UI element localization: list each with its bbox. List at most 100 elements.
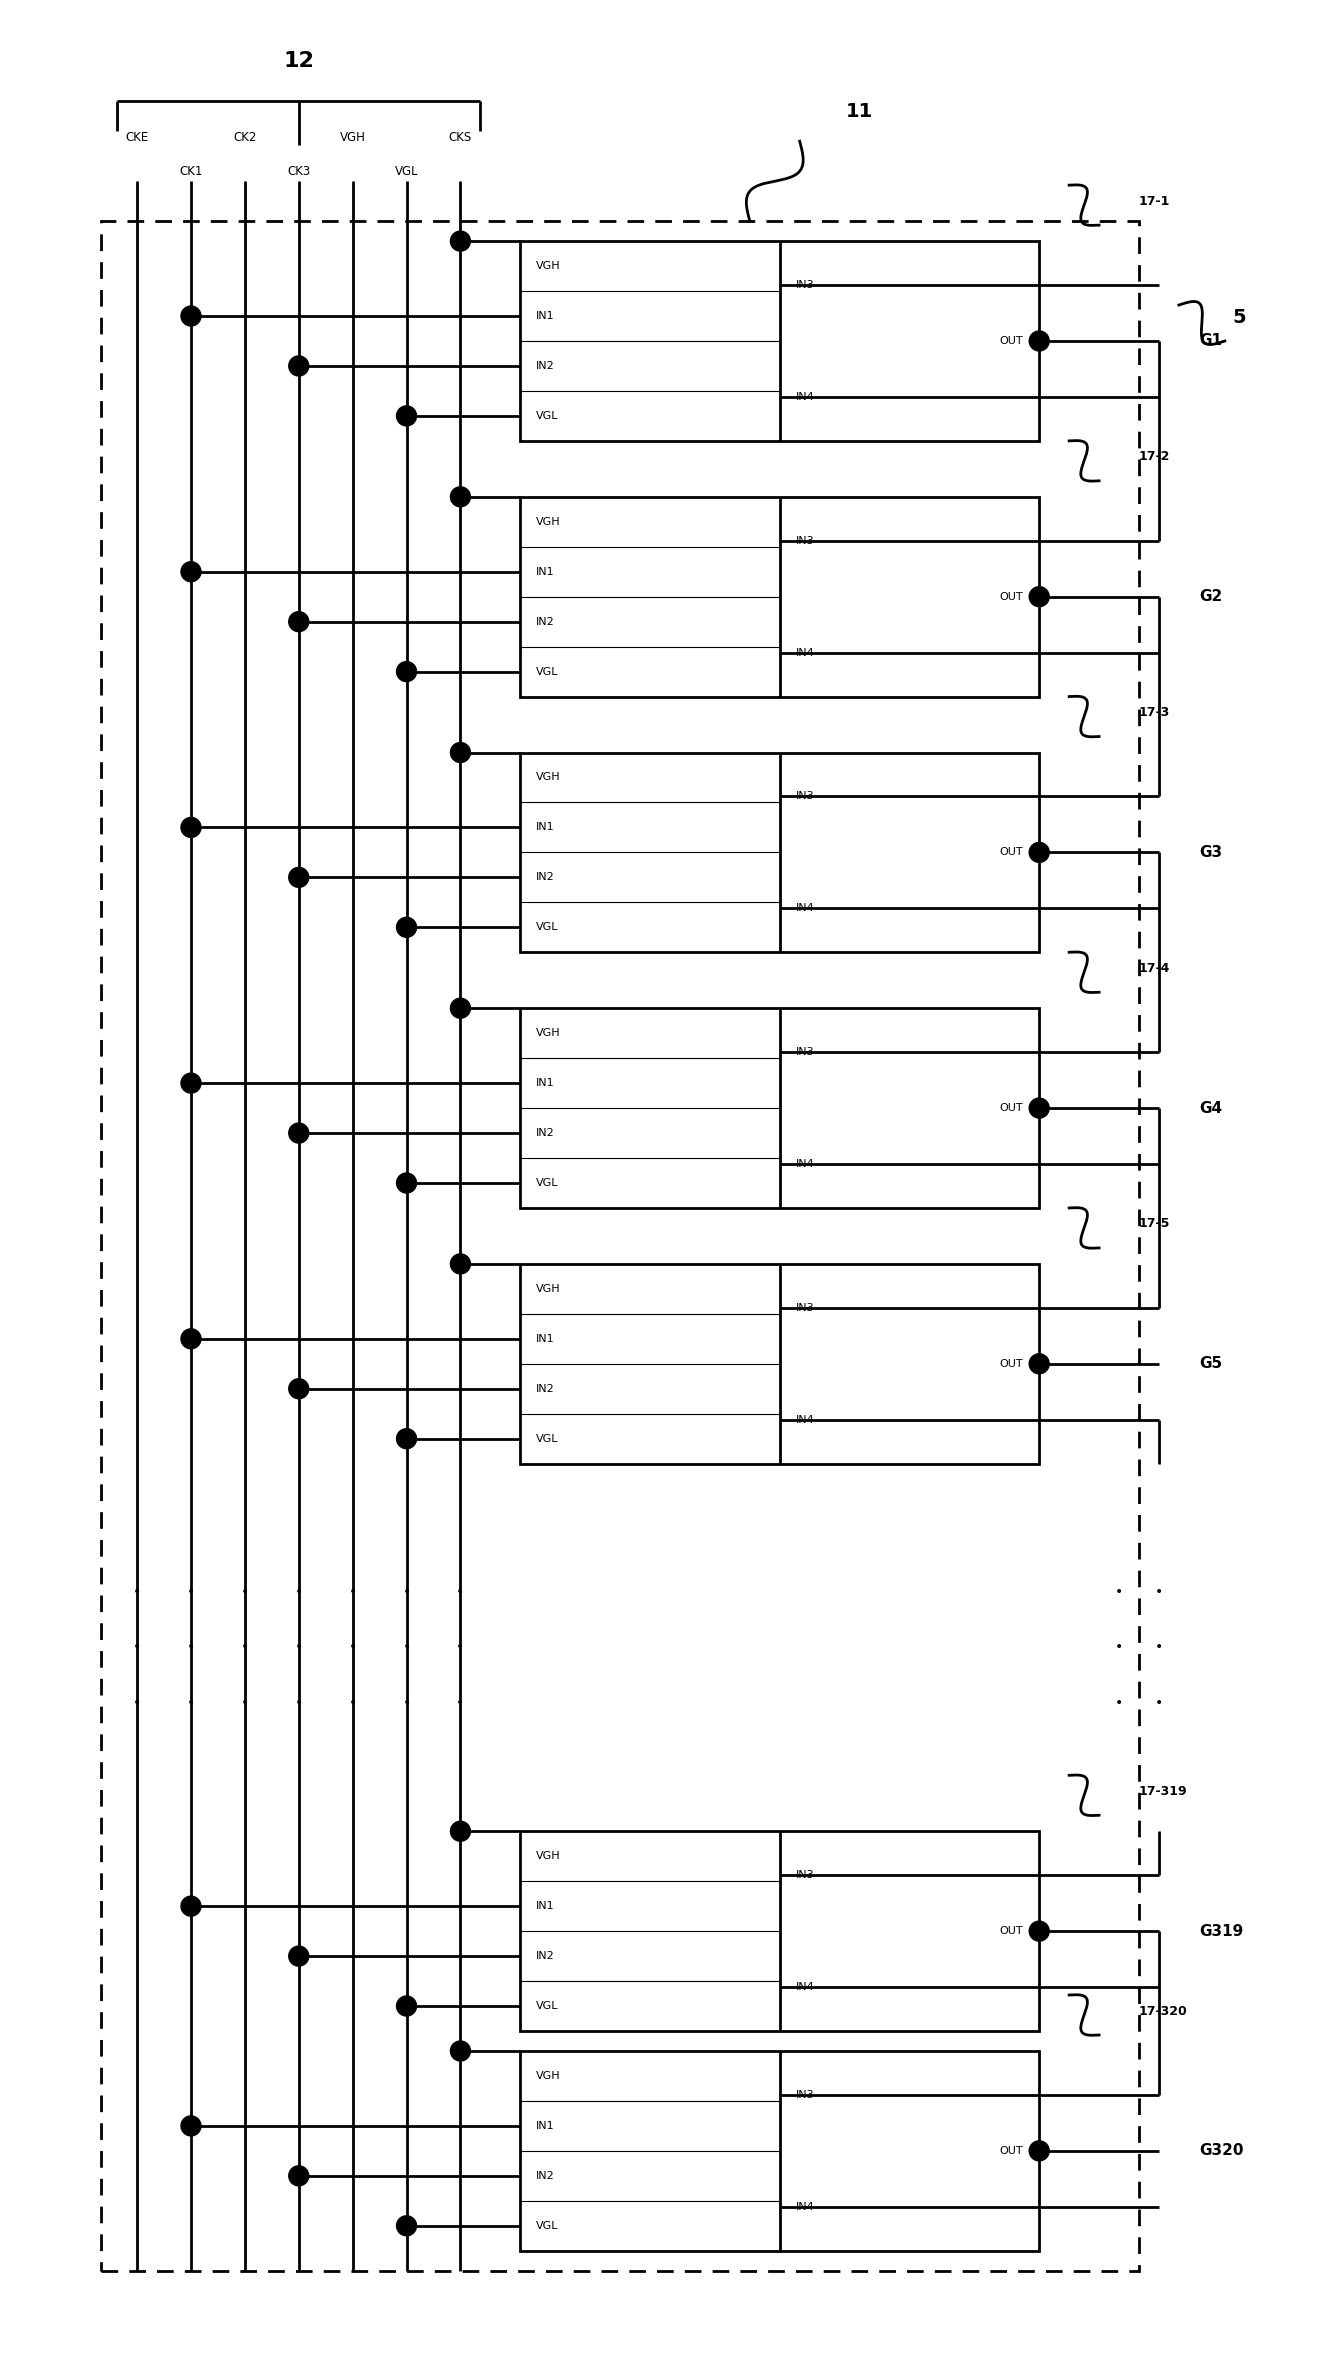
Text: VGH: VGH (536, 517, 561, 527)
Circle shape (1030, 1098, 1049, 1117)
Text: CK1: CK1 (180, 164, 203, 178)
Text: IN3: IN3 (796, 1302, 814, 1312)
Text: •: • (1115, 1641, 1123, 1653)
Circle shape (450, 999, 470, 1018)
Text: VGL: VGL (536, 923, 558, 932)
Circle shape (450, 230, 470, 251)
Text: IN2: IN2 (536, 2170, 554, 2180)
Text: VGH: VGH (536, 261, 561, 270)
Text: IN1: IN1 (536, 567, 554, 576)
Text: •: • (294, 1584, 302, 1599)
Text: •: • (457, 1641, 465, 1653)
Text: 17-319: 17-319 (1139, 1784, 1188, 1798)
Text: IN4: IN4 (796, 391, 814, 401)
Bar (520, 1831, 1039, 2030)
Text: •: • (403, 1696, 411, 1710)
Text: •: • (1115, 1584, 1123, 1599)
Circle shape (450, 2040, 470, 2061)
Text: •: • (294, 1696, 302, 1710)
Text: 17-4: 17-4 (1139, 961, 1171, 975)
Bar (102, 221, 1139, 2270)
Circle shape (1030, 332, 1049, 351)
Text: IN1: IN1 (536, 2121, 554, 2130)
Text: •: • (294, 1641, 302, 1653)
Text: IN1: IN1 (536, 823, 554, 833)
Text: 17-1: 17-1 (1139, 195, 1171, 209)
Text: G319: G319 (1199, 1924, 1243, 1938)
Text: •: • (187, 1641, 195, 1653)
Circle shape (1030, 1921, 1049, 1940)
Text: IN1: IN1 (536, 1900, 554, 1912)
Text: OUT: OUT (999, 591, 1023, 602)
Circle shape (289, 1378, 309, 1399)
Text: G3: G3 (1199, 844, 1222, 861)
Text: IN3: IN3 (796, 280, 814, 289)
Circle shape (181, 562, 201, 581)
Circle shape (396, 406, 417, 427)
Text: VGL: VGL (536, 1433, 558, 1445)
Bar (520, 1008, 1039, 1207)
Bar (520, 496, 1039, 697)
Text: VGH: VGH (536, 773, 561, 783)
Circle shape (450, 742, 470, 761)
Text: IN2: IN2 (536, 361, 554, 370)
Text: •: • (1155, 1641, 1163, 1653)
Text: IN3: IN3 (796, 2090, 814, 2099)
Text: •: • (457, 1584, 465, 1599)
Circle shape (1030, 2142, 1049, 2161)
Text: 11: 11 (846, 102, 874, 121)
Text: 17-2: 17-2 (1139, 451, 1171, 463)
Text: 5: 5 (1232, 308, 1246, 327)
Circle shape (181, 1072, 201, 1093)
Text: IN3: IN3 (796, 536, 814, 546)
Circle shape (181, 818, 201, 837)
Text: •: • (240, 1696, 249, 1710)
Circle shape (181, 306, 201, 325)
Text: G2: G2 (1199, 588, 1222, 605)
Text: •: • (187, 1696, 195, 1710)
Text: G4: G4 (1199, 1101, 1222, 1115)
Text: CKE: CKE (125, 130, 149, 145)
Text: 17-3: 17-3 (1139, 707, 1171, 719)
Circle shape (1030, 1354, 1049, 1373)
Text: OUT: OUT (999, 1359, 1023, 1369)
Circle shape (181, 1895, 201, 1917)
Circle shape (396, 662, 417, 681)
Circle shape (289, 612, 309, 631)
Text: IN2: IN2 (536, 617, 554, 626)
Text: IN2: IN2 (536, 1129, 554, 1139)
Circle shape (396, 1174, 417, 1193)
Text: CK2: CK2 (234, 130, 256, 145)
Text: •: • (348, 1584, 356, 1599)
Text: IN1: IN1 (536, 1333, 554, 1345)
Text: VGH: VGH (536, 1850, 561, 1862)
Circle shape (289, 868, 309, 887)
Text: IN4: IN4 (796, 1160, 814, 1169)
Circle shape (396, 918, 417, 937)
Text: IN2: IN2 (536, 1952, 554, 1962)
Text: •: • (403, 1584, 411, 1599)
Text: OUT: OUT (999, 1926, 1023, 1936)
Text: •: • (133, 1641, 141, 1653)
Text: VGH: VGH (536, 1027, 561, 1039)
Text: VGH: VGH (536, 2071, 561, 2080)
Text: •: • (187, 1584, 195, 1599)
Text: OUT: OUT (999, 1103, 1023, 1112)
Text: 12: 12 (284, 52, 314, 71)
Text: •: • (403, 1641, 411, 1653)
Text: G320: G320 (1199, 2144, 1243, 2159)
Circle shape (396, 1997, 417, 2016)
Text: VGH: VGH (339, 130, 366, 145)
Text: G1: G1 (1199, 334, 1222, 349)
Circle shape (289, 1122, 309, 1143)
Text: VGL: VGL (536, 2220, 558, 2230)
Text: IN4: IN4 (796, 2201, 814, 2211)
Text: •: • (457, 1696, 465, 1710)
Bar (520, 752, 1039, 951)
Text: IN3: IN3 (796, 792, 814, 802)
Text: IN4: IN4 (796, 904, 814, 913)
Bar (520, 242, 1039, 441)
Text: VGH: VGH (536, 1283, 561, 1293)
Text: OUT: OUT (999, 2147, 1023, 2156)
Circle shape (396, 2215, 417, 2237)
